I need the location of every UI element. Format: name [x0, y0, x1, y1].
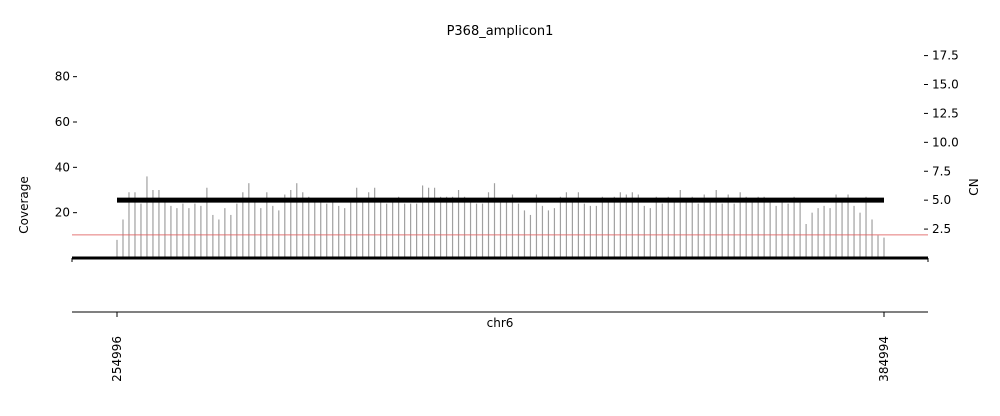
right-y-tick-label: 17.5 — [932, 49, 959, 63]
left-y-tick-label: 40 — [55, 160, 70, 174]
right-y-tick-label: 7.5 — [932, 164, 951, 178]
right-y-tick-label: 15.0 — [932, 78, 959, 92]
right-y-axis-label: CN — [967, 178, 981, 195]
right-y-axis: 2.5 5.0 7.5 10.0 12.5 15.0 17.5 — [924, 49, 959, 236]
x-axis-label: chr6 — [487, 316, 514, 330]
right-y-tick-label: 12.5 — [932, 106, 959, 120]
chart-title: P368_amplicon1 — [447, 24, 554, 39]
left-y-axis-label: Coverage — [17, 176, 31, 234]
x-tick-label: 254996 — [110, 336, 124, 382]
left-y-tick-label: 80 — [55, 70, 70, 84]
right-y-tick-label: 10.0 — [932, 135, 959, 149]
right-y-tick-label: 2.5 — [932, 222, 951, 236]
right-y-tick-label: 5.0 — [932, 193, 951, 207]
x-tick-label: 384994 — [877, 336, 891, 382]
x-axis: 254996 384994 — [110, 312, 891, 382]
left-y-tick-label: 20 — [55, 206, 70, 220]
left-y-tick-label: 60 — [55, 115, 70, 129]
left-y-axis: 20 40 60 80 — [55, 70, 77, 220]
coverage-bars — [116, 176, 885, 258]
